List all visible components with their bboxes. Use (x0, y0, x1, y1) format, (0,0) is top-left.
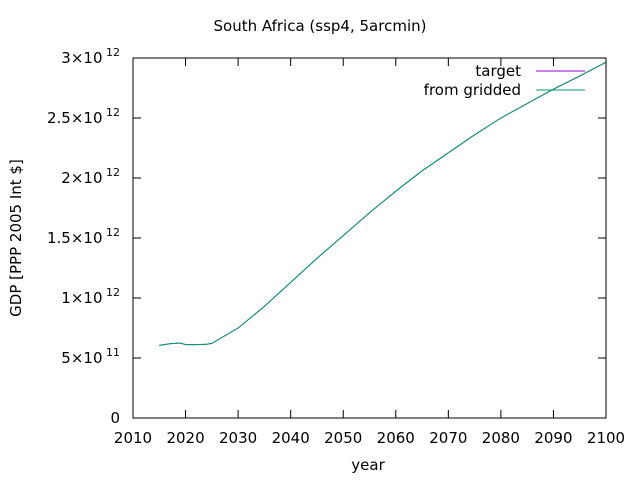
x-tick-label: 2040 (272, 429, 310, 447)
y-axis-label: GDP [PPP 2005 Int $] (7, 159, 25, 317)
y-tick-label: 5×10 11 (61, 346, 120, 367)
series-line-target (159, 61, 607, 346)
x-tick-label: 2100 (587, 429, 625, 447)
y-tick-label: 3×10 12 (61, 46, 120, 67)
series-line-from-gridded (159, 61, 607, 346)
y-tick-label: 2.5×10 12 (47, 106, 120, 127)
y-tick-label: 2×10 12 (61, 166, 120, 187)
x-tick-label: 2030 (219, 429, 257, 447)
x-tick-label: 2020 (166, 429, 204, 447)
plot-border (132, 57, 607, 419)
y-tick-label: 1×10 12 (61, 286, 120, 307)
x-tick-label: 2060 (377, 429, 415, 447)
legend-label: from gridded (424, 81, 521, 99)
chart-title: South Africa (ssp4, 5arcmin) (213, 17, 427, 35)
x-tick-label: 2070 (429, 429, 467, 447)
tick-marks (132, 57, 607, 419)
x-tick-label: 2090 (534, 429, 572, 447)
y-tick-label: 1.5×10 12 (47, 226, 120, 247)
x-tick-label: 2050 (324, 429, 362, 447)
x-tick-label: 2080 (482, 429, 520, 447)
x-tick-label: 2010 (114, 429, 152, 447)
series-lines (159, 61, 607, 346)
y-tick-label: 0 (110, 409, 120, 427)
x-axis-label: year (351, 456, 385, 474)
legend-label: target (475, 62, 521, 80)
tick-labels: 2010 2020 2030 2040 2050 2060 2070 2080 2090 2100… (47, 46, 625, 447)
